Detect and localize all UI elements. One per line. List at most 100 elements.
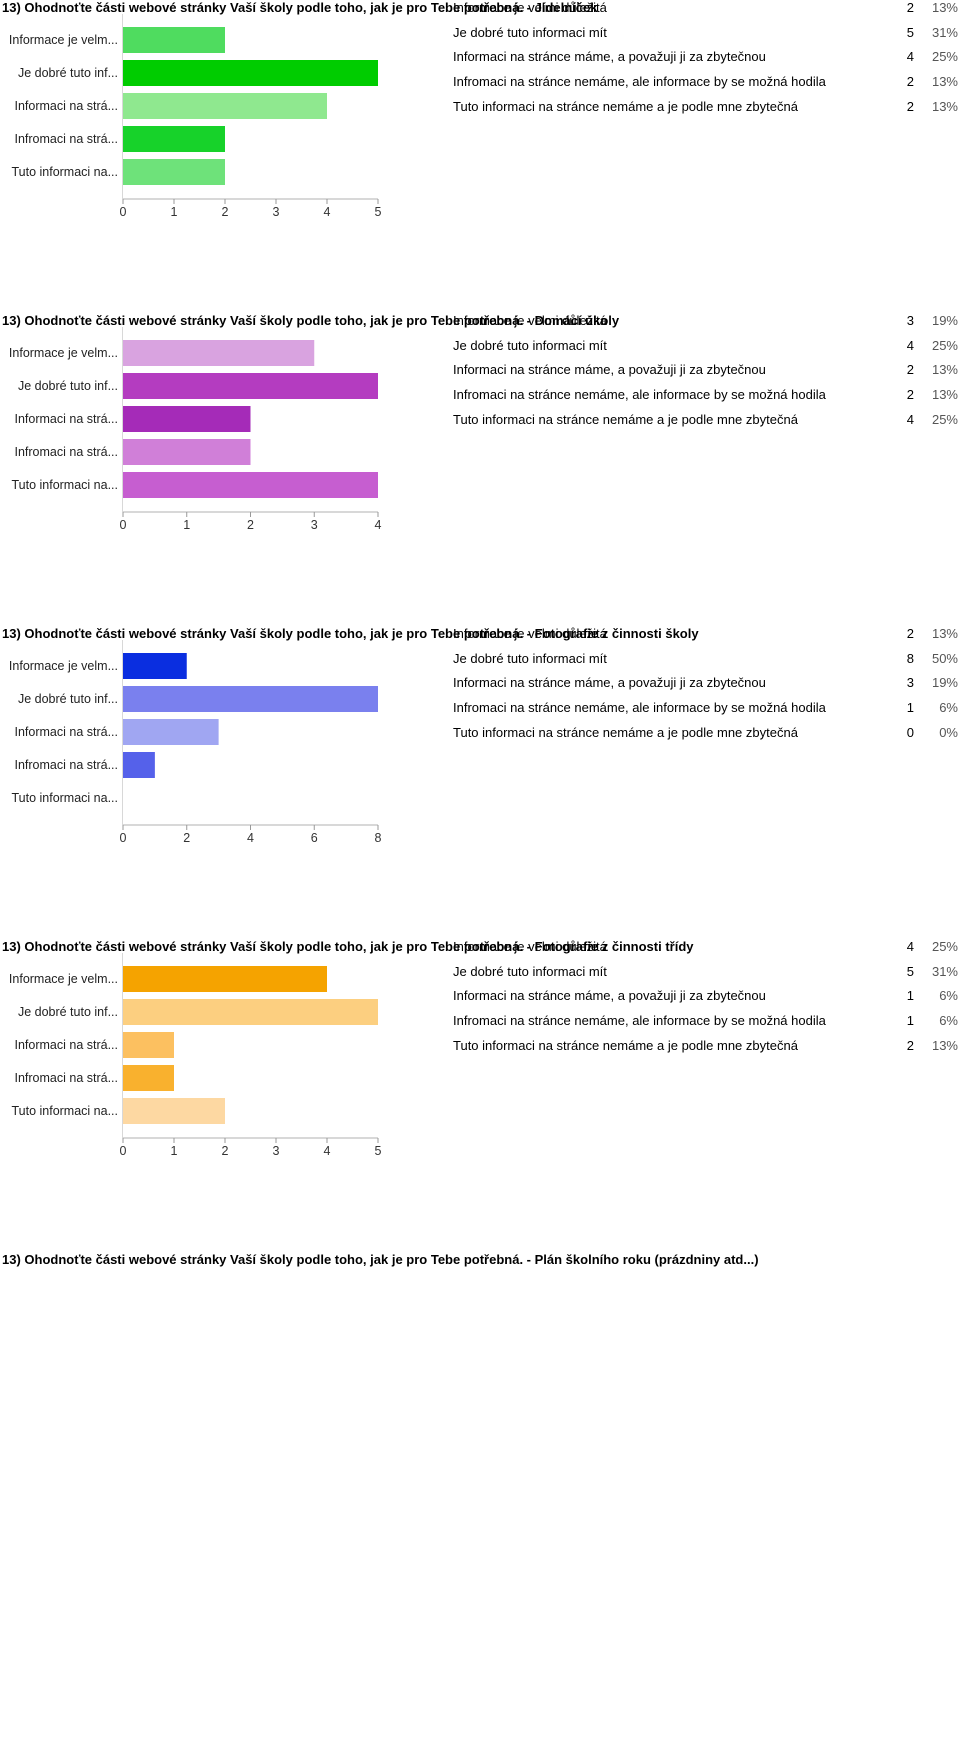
bar-chart: Informace je velm... Je dobré tuto inf...…	[9, 327, 382, 532]
bar	[123, 60, 378, 86]
x-tick-label: 5	[375, 205, 382, 219]
answer-label: Infromaci na stránce nemáme, ale informa…	[453, 387, 826, 403]
answer-label: Infromaci na stránce nemáme, ale informa…	[453, 74, 826, 90]
x-tick-label: 1	[171, 205, 178, 219]
answer-count: 5	[906, 963, 914, 979]
answer-stats-table: Informace je velmi důležitá 2 13% Je dobré …	[451, 622, 960, 745]
answer-label: Informaci na stránce máme, a považuji ji…	[453, 675, 766, 691]
answer-percent: 25%	[931, 49, 958, 65]
answer-percent: 6%	[939, 988, 958, 1004]
x-tick-label: 0	[120, 1144, 127, 1158]
bar-chart: Informace je velm... Je dobré tuto inf...…	[9, 14, 382, 219]
answer-row: Informaci na stránce máme, a považuji ji…	[451, 358, 960, 383]
answer-label: Je dobré tuto informaci mít	[453, 337, 607, 353]
bar	[123, 439, 251, 465]
bar	[123, 126, 225, 152]
x-tick-label: 3	[273, 205, 280, 219]
answer-percent: 31%	[931, 24, 958, 40]
question-title: 13) Ohodnoťte části webové stránky Vaší …	[2, 1252, 759, 1267]
answer-percent: 19%	[931, 313, 958, 329]
x-tick-label: 6	[311, 831, 318, 845]
bar-chart: Informace je velm... Je dobré tuto inf...…	[9, 640, 382, 845]
x-tick-label: 8	[375, 831, 382, 845]
answer-percent: 6%	[939, 1013, 958, 1029]
answer-row: Je dobré tuto informaci mít 4 25%	[451, 334, 960, 359]
answer-row: Tuto informaci na stránce nemáme a je po…	[451, 720, 960, 745]
answer-row: Tuto informaci na stránce nemáme a je po…	[451, 407, 960, 432]
bar	[123, 999, 378, 1025]
answer-percent: 13%	[931, 98, 958, 114]
x-tick-label: 4	[324, 205, 331, 219]
answer-count: 4	[906, 49, 914, 65]
category-label: Infromaci na strá...	[14, 758, 118, 772]
bar	[123, 1065, 174, 1091]
answer-percent: 50%	[931, 650, 958, 666]
answer-label: Infromaci na stránce nemáme, ale informa…	[453, 700, 826, 716]
answer-count: 8	[906, 650, 914, 666]
answer-label: Informace je velmi důležitá	[453, 939, 607, 955]
answer-row: Infromaci na stránce nemáme, ale informa…	[451, 383, 960, 408]
answer-row: Je dobré tuto informaci mít 8 50%	[451, 647, 960, 672]
answer-count: 2	[906, 626, 914, 642]
answer-count: 2	[906, 74, 914, 90]
category-label: Infromaci na strá...	[14, 1071, 118, 1085]
category-label: Tuto informaci na...	[11, 165, 118, 179]
answer-row: Informaci na stránce máme, a považuji ji…	[451, 984, 960, 1009]
x-tick-label: 1	[171, 1144, 178, 1158]
category-label: Informaci na strá...	[14, 725, 118, 739]
answer-percent: 0%	[939, 724, 958, 740]
answer-label: Je dobré tuto informaci mít	[453, 963, 607, 979]
answer-percent: 31%	[931, 963, 958, 979]
category-label: Informaci na strá...	[14, 1038, 118, 1052]
x-tick-label: 4	[247, 831, 254, 845]
answer-label: Tuto informaci na stránce nemáme a je po…	[453, 411, 798, 427]
bar	[123, 340, 315, 366]
bar	[123, 1032, 174, 1058]
bar	[123, 93, 327, 119]
question-title: 13) Ohodnoťte části webové stránky Vaší …	[2, 313, 620, 328]
answer-label: Infromaci na stránce nemáme, ale informa…	[453, 1013, 826, 1029]
answer-row: Tuto informaci na stránce nemáme a je po…	[451, 1033, 960, 1058]
answer-label: Je dobré tuto informaci mít	[453, 650, 607, 666]
bar	[123, 686, 378, 712]
answer-label: Informaci na stránce máme, a považuji ji…	[453, 362, 766, 378]
answer-percent: 19%	[931, 675, 958, 691]
x-tick-label: 2	[222, 1144, 229, 1158]
answer-row: Informace je velmi důležitá 3 19%	[451, 309, 960, 334]
category-label: Je dobré tuto inf...	[18, 1005, 118, 1019]
answer-row: Infromaci na stránce nemáme, ale informa…	[451, 696, 960, 721]
x-tick-label: 2	[247, 518, 254, 532]
category-label: Informace je velm...	[9, 33, 118, 47]
x-tick-label: 2	[183, 831, 190, 845]
x-tick-label: 4	[375, 518, 382, 532]
x-tick-label: 2	[222, 205, 229, 219]
x-tick-label: 1	[183, 518, 190, 532]
answer-count: 2	[906, 362, 914, 378]
category-label: Informaci na strá...	[14, 412, 118, 426]
bar	[123, 27, 225, 53]
answer-count: 4	[906, 939, 914, 955]
answer-count: 2	[906, 98, 914, 114]
category-label: Informaci na strá...	[14, 99, 118, 113]
category-label: Tuto informaci na...	[11, 1104, 118, 1118]
answer-label: Tuto informaci na stránce nemáme a je po…	[453, 98, 798, 114]
question-title: 13) Ohodnoťte části webové stránky Vaší …	[2, 0, 598, 15]
category-label: Informace je velm...	[9, 659, 118, 673]
answer-count: 2	[906, 387, 914, 403]
category-label: Infromaci na strá...	[14, 132, 118, 146]
answer-row: Informaci na stránce máme, a považuji ji…	[451, 45, 960, 70]
answer-row: Tuto informaci na stránce nemáme a je po…	[451, 94, 960, 119]
answer-count: 1	[906, 700, 914, 716]
bar	[123, 719, 219, 745]
answer-percent: 25%	[931, 337, 958, 353]
answer-label: Informaci na stránce máme, a považuji ji…	[453, 988, 766, 1004]
answer-row: Je dobré tuto informaci mít 5 31%	[451, 960, 960, 985]
answer-label: Tuto informaci na stránce nemáme a je po…	[453, 1037, 798, 1053]
x-tick-label: 3	[311, 518, 318, 532]
answer-count: 4	[906, 411, 914, 427]
question-title: 13) Ohodnoťte části webové stránky Vaší …	[2, 939, 694, 954]
question-section: 13) Ohodnoťte části webové stránky Vaší …	[0, 1252, 960, 1599]
answer-stats-table: Informace je velmi důležitá 4 25% Je dobré …	[451, 935, 960, 1058]
category-label: Infromaci na strá...	[14, 445, 118, 459]
answer-percent: 13%	[931, 626, 958, 642]
